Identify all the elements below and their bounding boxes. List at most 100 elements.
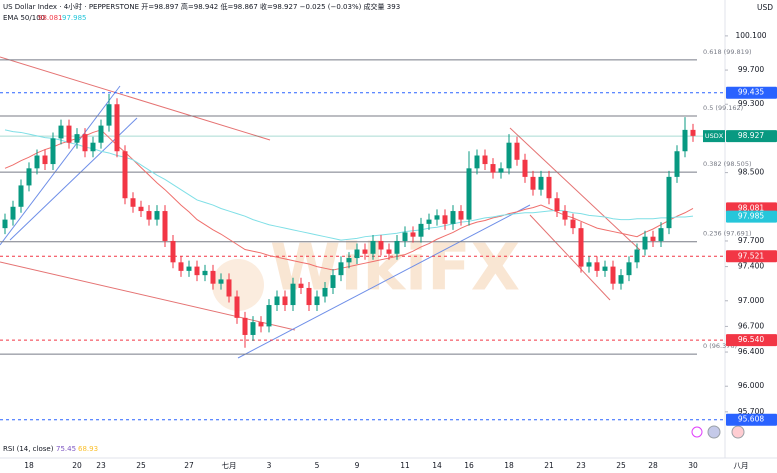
- candle-body: [642, 236, 648, 250]
- trend-line: [529, 214, 611, 301]
- candle-body: [498, 168, 504, 173]
- x-tick-label: 5: [315, 461, 320, 470]
- candle-body: [2, 219, 8, 229]
- price-tag-label: 97.985: [738, 212, 764, 221]
- candle-body: [282, 296, 288, 306]
- candle-body: [554, 198, 560, 212]
- candle-body: [594, 262, 600, 271]
- rsi-value: 75.45: [56, 445, 76, 453]
- candle-body: [194, 266, 200, 276]
- candle-body: [266, 305, 272, 327]
- candle-body: [290, 283, 296, 306]
- icons: [691, 425, 745, 439]
- watermark-logo: [212, 259, 264, 311]
- candle-body: [42, 155, 48, 165]
- x-tick-label: 9: [355, 461, 360, 470]
- candle-body: [682, 129, 688, 152]
- ema-value: 97.985: [62, 14, 87, 22]
- candle-body: [170, 240, 176, 263]
- candle-body: [218, 279, 224, 284]
- price-tag-label: 98.927: [738, 131, 764, 140]
- candle-body: [410, 232, 416, 237]
- candle-body: [578, 228, 584, 267]
- x-tick-label: 23: [576, 461, 586, 470]
- candle-body: [98, 125, 104, 143]
- candle-body: [386, 249, 392, 254]
- candle-body: [234, 296, 240, 318]
- candle-body: [106, 104, 112, 126]
- candle-body: [274, 296, 280, 306]
- icon: [691, 426, 703, 438]
- candle-body: [34, 155, 40, 169]
- trend-line: [0, 56, 271, 141]
- x-tick-label: 27: [184, 461, 194, 470]
- candle-body: [74, 134, 80, 143]
- candle-body: [258, 322, 264, 327]
- price-tag-label: 97.521: [738, 251, 764, 260]
- y-tick-label: 95.700: [738, 407, 764, 416]
- price-tag-label: 96.540: [738, 335, 764, 344]
- candle-body: [306, 287, 312, 306]
- x-tick-label: 18: [24, 461, 34, 470]
- candle-body: [178, 262, 184, 271]
- candle-body: [546, 176, 552, 199]
- candle-body: [466, 168, 472, 220]
- candle-body: [418, 223, 424, 237]
- candle-body: [250, 322, 256, 335]
- candle-body: [58, 125, 64, 139]
- candle-body: [442, 215, 448, 224]
- candle-body: [586, 262, 592, 267]
- candle-body: [82, 134, 88, 152]
- header: US Dollar Index · 4小时 · PEPPERSTONE 开=98…: [3, 2, 400, 11]
- x-tick-label: 3: [267, 461, 272, 470]
- candle-body: [514, 142, 520, 160]
- price-tag: [726, 130, 777, 143]
- price-tag-label: 95.608: [738, 415, 764, 424]
- y-tick-label: 100.100: [735, 31, 766, 40]
- fib-label: 0 (96.376): [703, 342, 737, 350]
- candle-body: [66, 125, 72, 143]
- candle-body: [618, 275, 624, 284]
- candle-body: [18, 185, 24, 207]
- rsi-value: 68.93: [78, 445, 98, 453]
- candle-body: [186, 266, 192, 271]
- candle-body: [666, 176, 672, 229]
- currency: USD: [757, 3, 773, 12]
- icon: [731, 425, 745, 439]
- candle-body: [610, 266, 616, 284]
- x-tick-label: 28: [648, 461, 658, 470]
- x-tick-label: 21: [544, 461, 554, 470]
- x-tick-label: 30: [688, 461, 698, 470]
- trend-line: [237, 204, 531, 359]
- fib-label: 0.618 (99.819): [703, 48, 752, 56]
- x-tick-label: 11: [400, 461, 410, 470]
- x-tick-label: 25: [616, 461, 626, 470]
- candle-body: [122, 151, 128, 199]
- candle-body: [690, 129, 696, 136]
- candle-body: [458, 211, 464, 220]
- x-tick-label: 25: [136, 461, 146, 470]
- candle-body: [674, 151, 680, 177]
- candle-body: [378, 240, 384, 250]
- candle-body: [354, 249, 360, 259]
- ema-line: [4, 129, 694, 241]
- y-tick-label: 96.400: [738, 347, 764, 356]
- x-tick-label: 20: [72, 461, 82, 470]
- y-tick-label: 98.500: [738, 168, 764, 177]
- y-tick-label: 97.000: [738, 296, 764, 305]
- fib-label: 0.382 (98.505): [703, 160, 752, 168]
- x-tick-label: 18: [504, 461, 514, 470]
- candle-body: [490, 164, 496, 173]
- y-tick-label: 96.700: [738, 321, 764, 330]
- candle-body: [162, 211, 168, 241]
- x-tick-label: 八月: [734, 461, 749, 470]
- x-tick-label: 16: [464, 461, 474, 470]
- candle-body: [562, 211, 568, 220]
- candle-body: [450, 211, 456, 224]
- candle-body: [658, 228, 664, 241]
- candle-body: [434, 215, 440, 220]
- x-tick-label: 七月: [222, 461, 237, 470]
- candle-body: [338, 262, 344, 276]
